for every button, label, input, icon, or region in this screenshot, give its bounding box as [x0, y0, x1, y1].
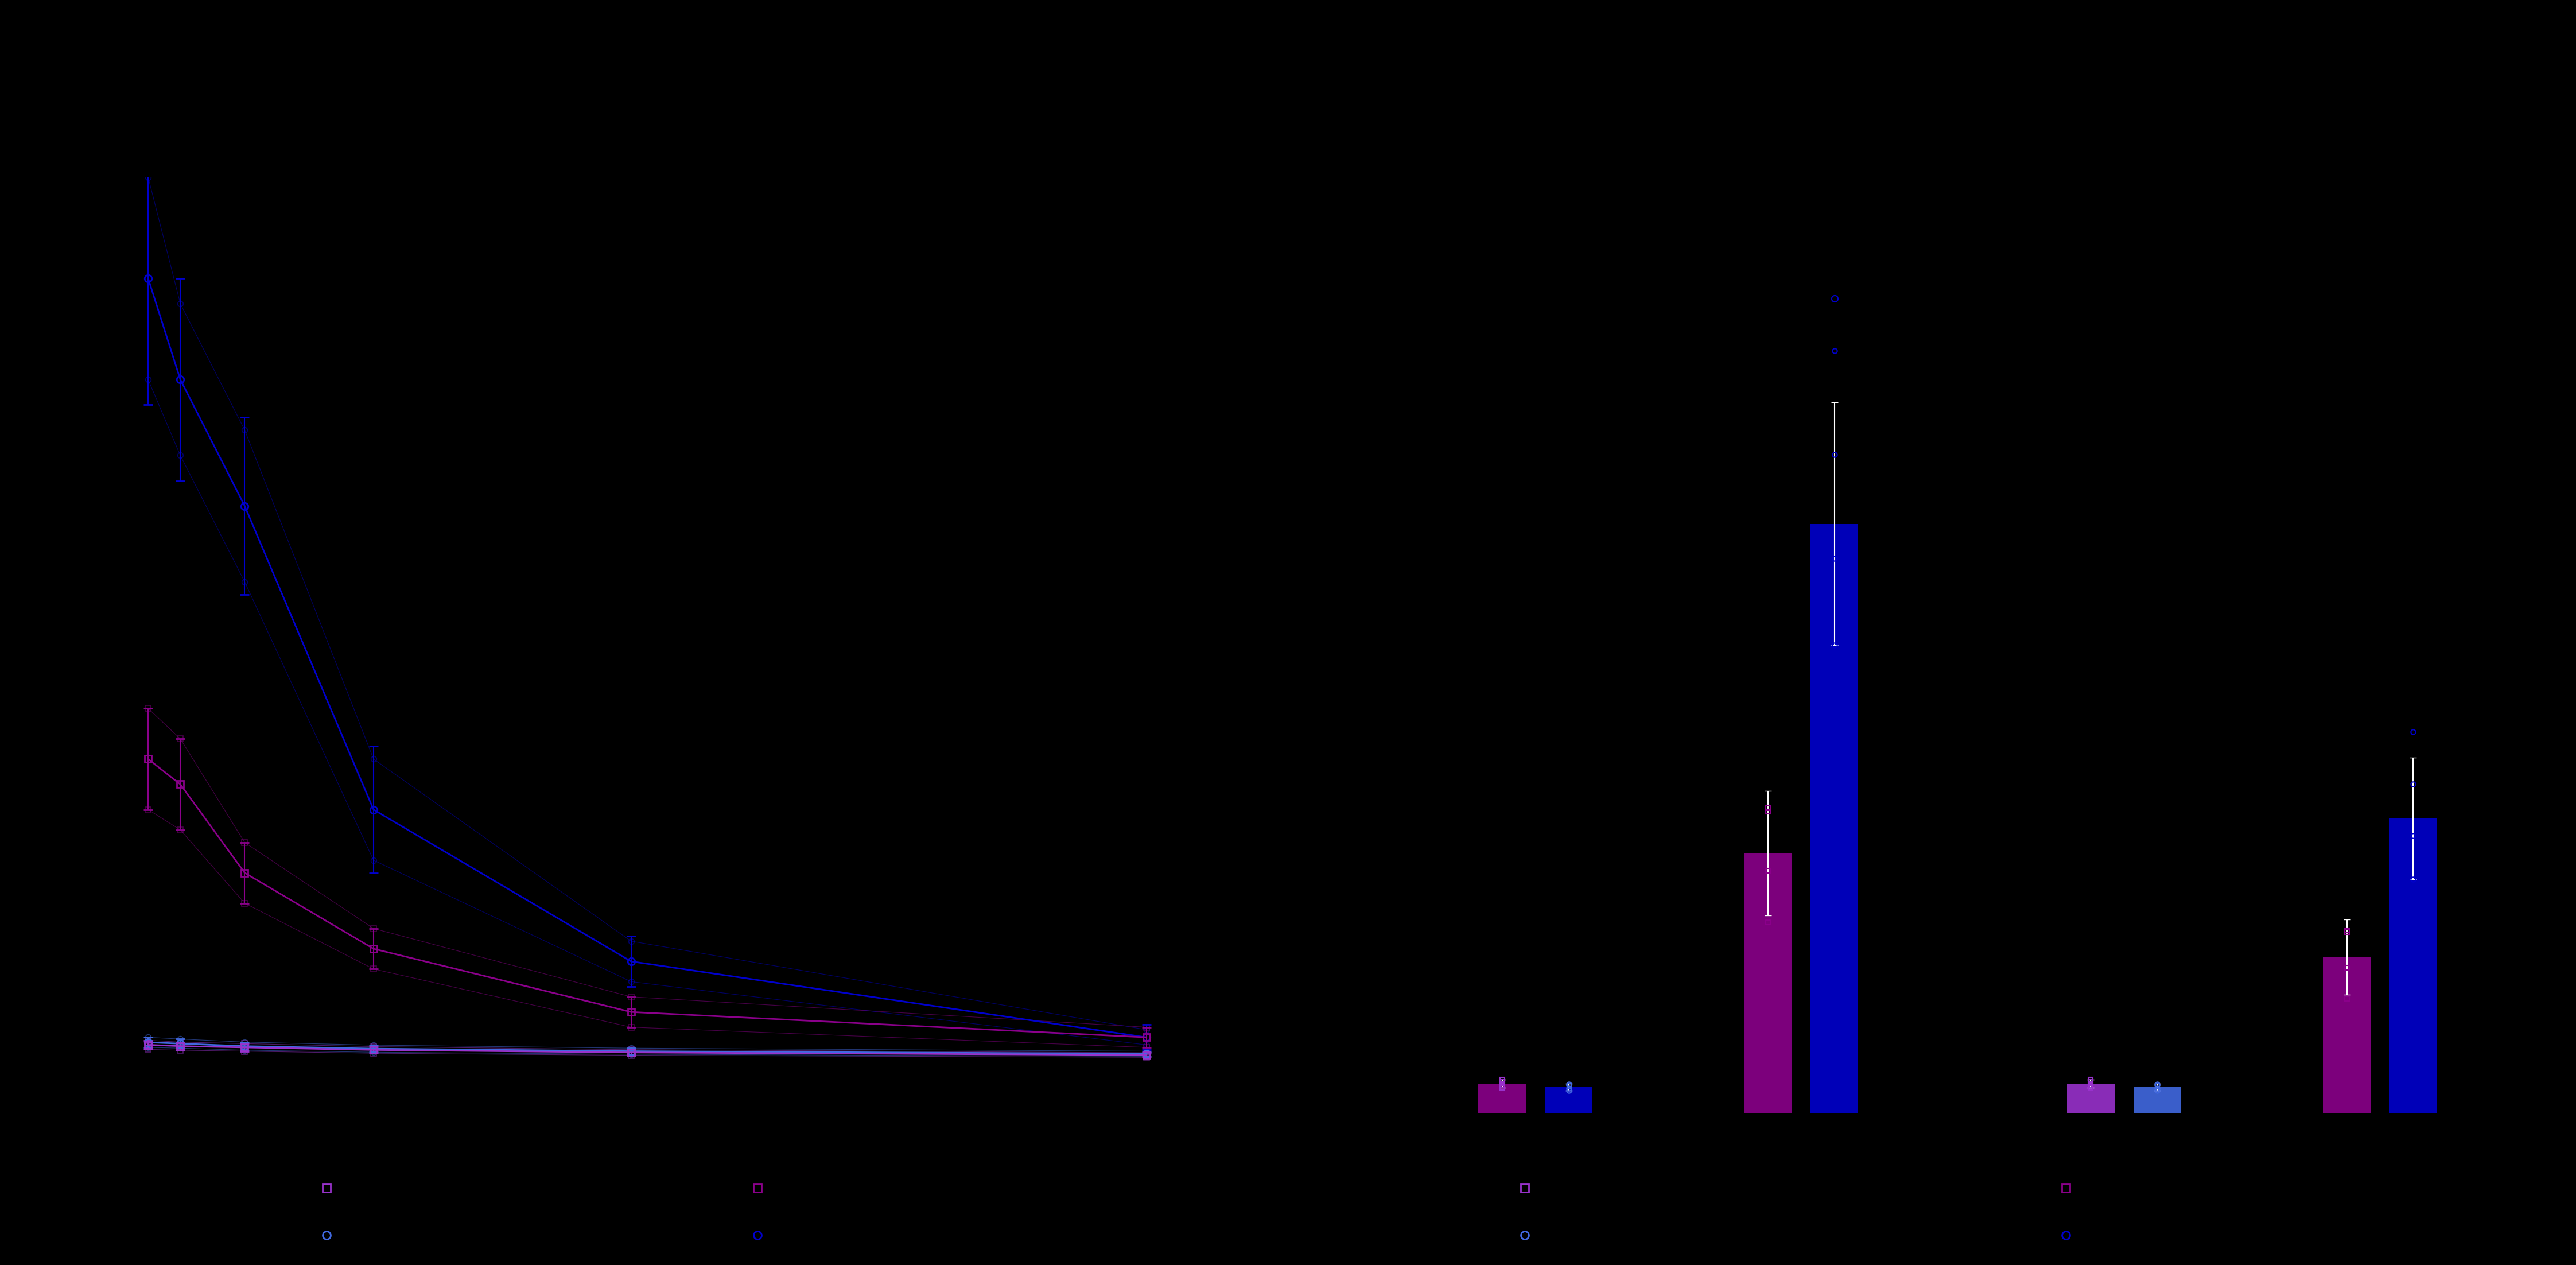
Bar — [1744, 853, 1793, 1113]
Bar — [2133, 1087, 2182, 1113]
Bar — [1811, 524, 1857, 1113]
Bar — [1546, 1087, 1592, 1113]
Bar — [2324, 958, 2370, 1113]
Bar — [1479, 1084, 1525, 1113]
Bar — [2391, 818, 2437, 1113]
Bar — [2066, 1084, 2115, 1113]
